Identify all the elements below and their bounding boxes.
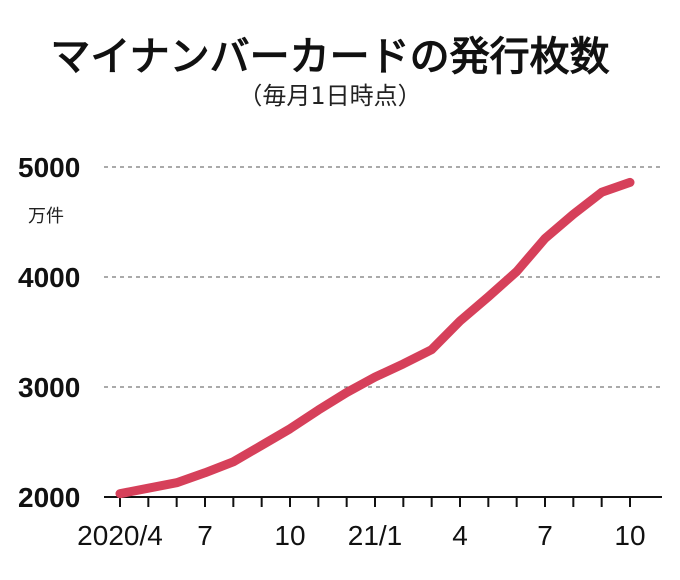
chart-title: マイナンバーカードの発行枚数 bbox=[50, 34, 609, 80]
x-tick-label: 21/1 bbox=[348, 520, 403, 551]
series-line bbox=[115, 177, 635, 499]
series-layer bbox=[115, 177, 635, 499]
x-tick-label: 10 bbox=[274, 520, 305, 551]
x-tick-label: 7 bbox=[197, 520, 213, 551]
y-tick-label: 3000 bbox=[18, 372, 80, 403]
y-tick-label: 4000 bbox=[18, 262, 80, 293]
x-axis-ticks: 2020/4 7 10 21/1 4 7 10 bbox=[77, 497, 646, 551]
x-tick-label: 4 bbox=[452, 520, 468, 551]
y-axis-tick-labels: 2000 3000 4000 5000 bbox=[18, 152, 80, 513]
x-tick-label: 10 bbox=[614, 520, 645, 551]
x-tick-label: 2020/4 bbox=[77, 520, 163, 551]
y-axis-unit-label: 万件 bbox=[28, 206, 64, 227]
grid-lines bbox=[104, 166, 662, 388]
y-tick-label: 2000 bbox=[18, 482, 80, 513]
x-tick-label: 7 bbox=[537, 520, 553, 551]
y-tick-label: 5000 bbox=[18, 152, 80, 183]
chart-subtitle: （毎月1日時点） bbox=[238, 82, 421, 110]
